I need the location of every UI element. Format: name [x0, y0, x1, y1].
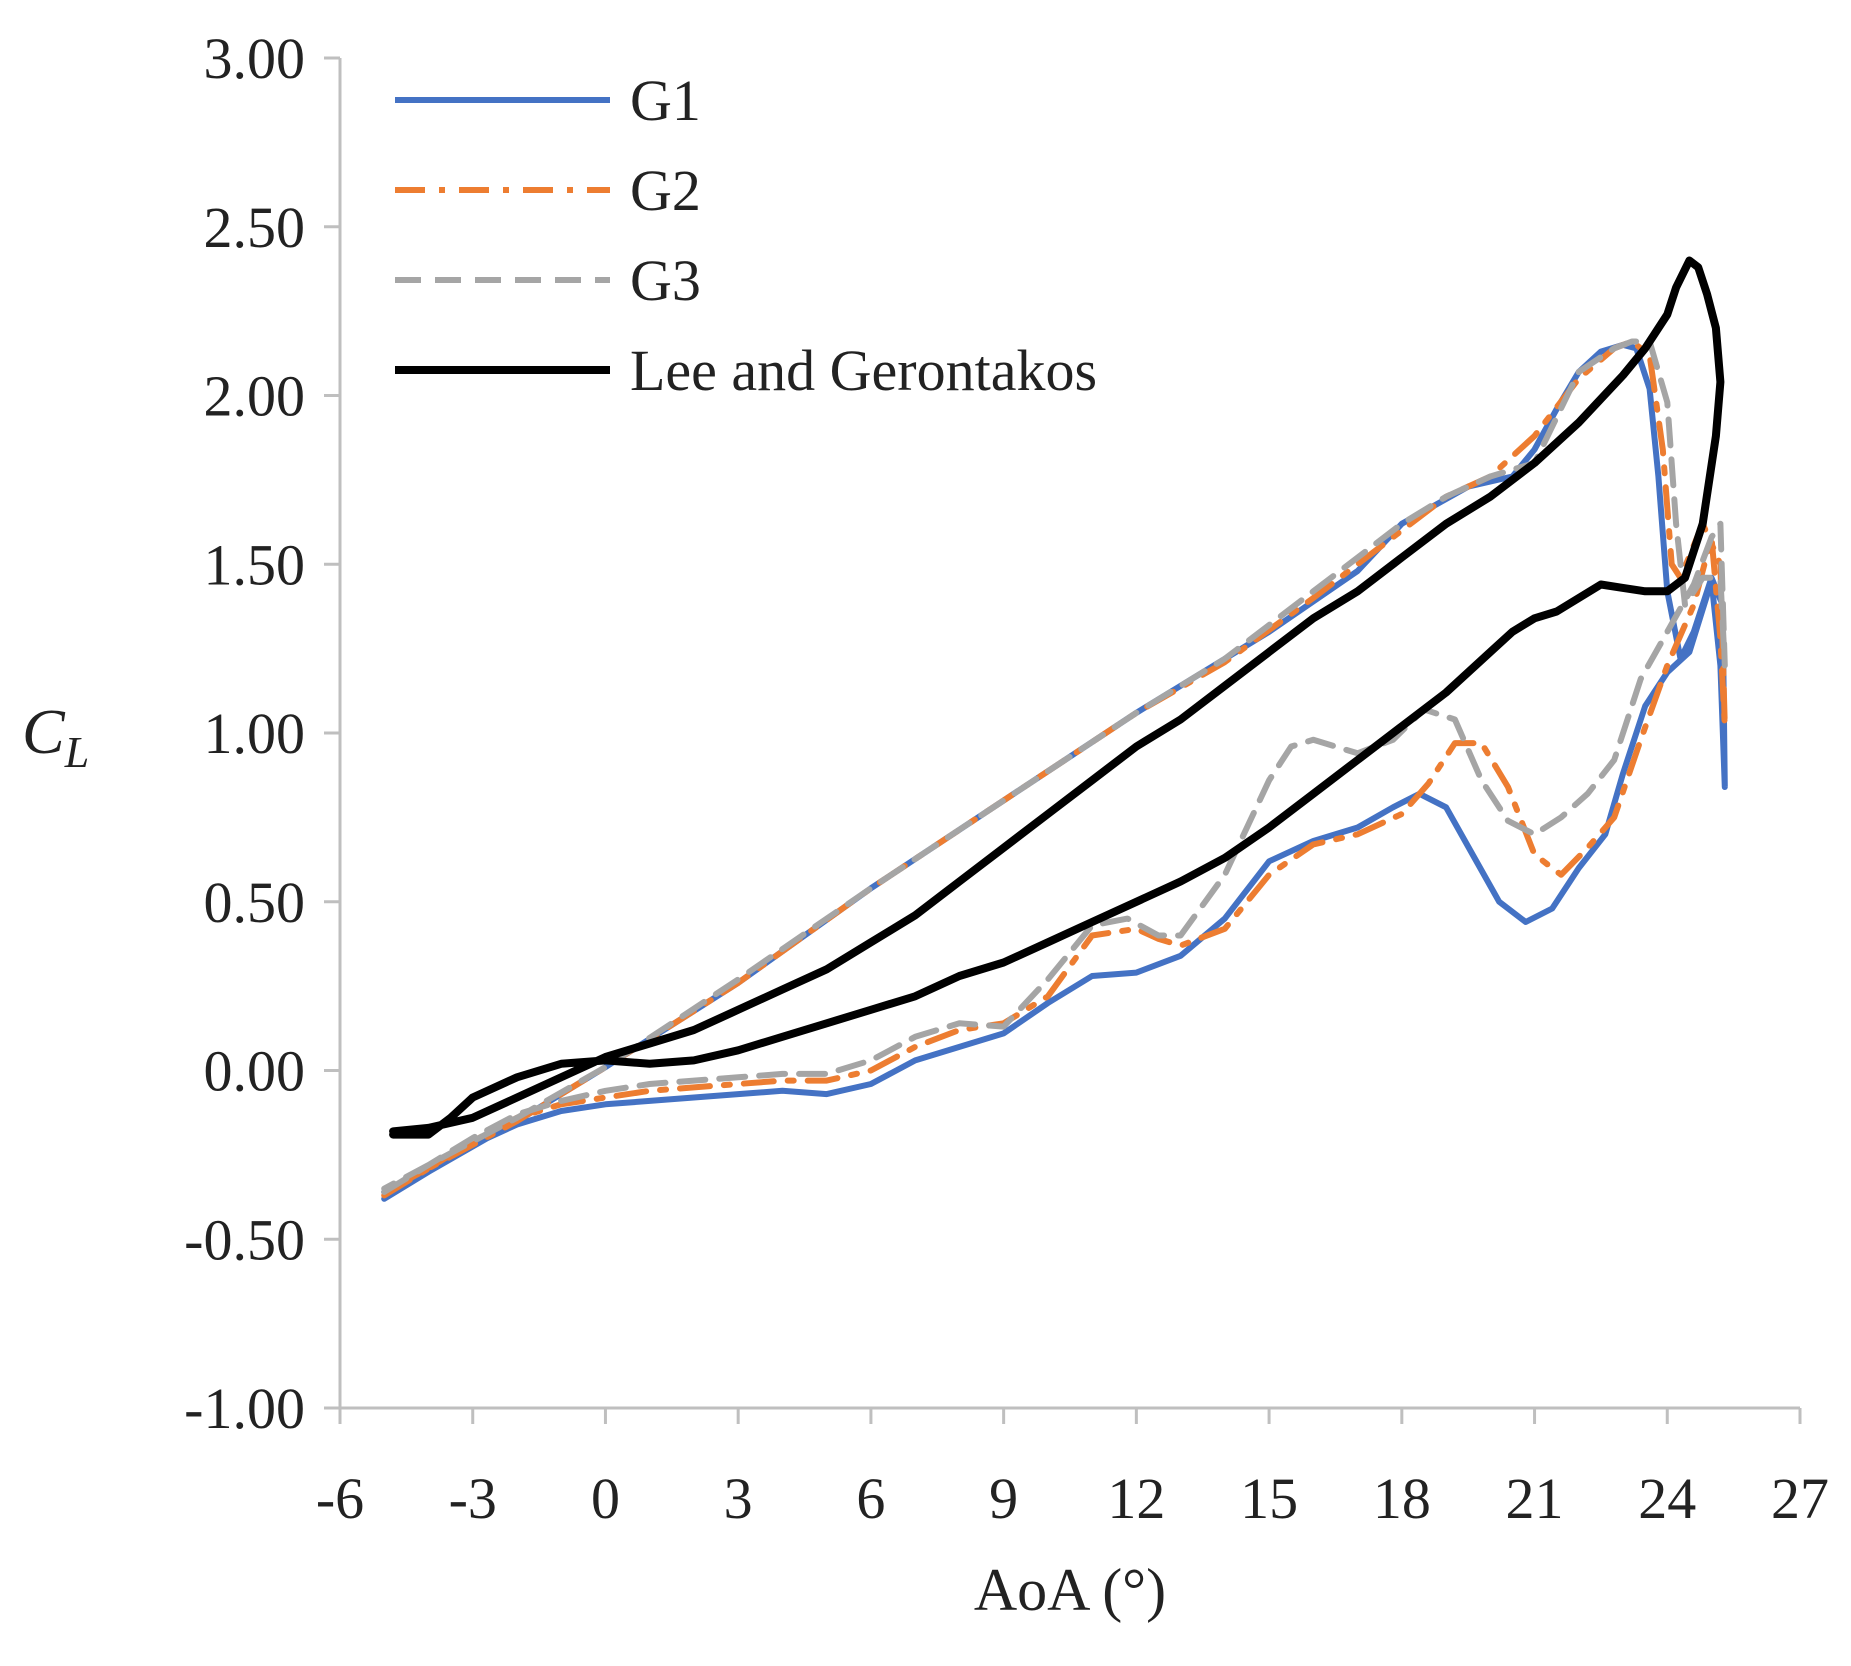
legend-label-g2: G2 [630, 158, 701, 223]
x-tick-label: 6 [856, 1466, 885, 1531]
x-axis-ticks: -6 -3 0 3 6 9 12 15 18 21 24 27 [316, 1408, 1829, 1531]
x-tick-label: 18 [1373, 1466, 1431, 1531]
series-lines [381, 256, 1728, 1202]
x-tick-label: 27 [1771, 1466, 1829, 1531]
y-tick-label: 2.50 [204, 195, 306, 260]
series-line-g2 [381, 338, 1728, 1199]
y-tick-label: -0.50 [184, 1207, 305, 1272]
series-line-g3 [381, 338, 1728, 1195]
x-tick-label: 24 [1638, 1466, 1696, 1531]
legend: G1 G2 G3 Lee and Gerontakos [395, 68, 1097, 403]
x-tick-label: -6 [316, 1466, 364, 1531]
legend-label-lee-and-gerontakos: Lee and Gerontakos [630, 338, 1097, 403]
y-tick-label: -1.00 [184, 1376, 305, 1441]
y-tick-label: 0.00 [204, 1039, 306, 1104]
x-tick-label: 0 [591, 1466, 620, 1531]
y-tick-label: 1.00 [204, 701, 306, 766]
x-tick-label: -3 [449, 1466, 497, 1531]
legend-label-g1: G1 [630, 68, 701, 133]
x-tick-label: 21 [1506, 1466, 1564, 1531]
legend-label-g3: G3 [630, 248, 701, 313]
y-axis-title-main: C [22, 696, 66, 767]
y-tick-label: 3.00 [204, 26, 306, 91]
y-tick-label: 2.00 [204, 364, 306, 429]
y-tick-label: 0.50 [204, 870, 306, 935]
x-tick-label: 9 [989, 1466, 1018, 1531]
series-line-lee-and-gerontakos [389, 256, 1725, 1139]
y-axis-ticks: -1.00 -0.50 0.00 0.50 1.00 1.50 2.00 2.50 3.00 [184, 26, 340, 1441]
y-axis-title-sub: L [64, 728, 89, 777]
y-axis-title: CL [22, 696, 89, 777]
x-tick-label: 3 [724, 1466, 753, 1531]
x-tick-label: 15 [1240, 1466, 1298, 1531]
x-tick-label: 12 [1107, 1466, 1165, 1531]
y-tick-label: 1.50 [204, 532, 306, 597]
x-axis-title: AoA (°) [974, 1557, 1166, 1623]
